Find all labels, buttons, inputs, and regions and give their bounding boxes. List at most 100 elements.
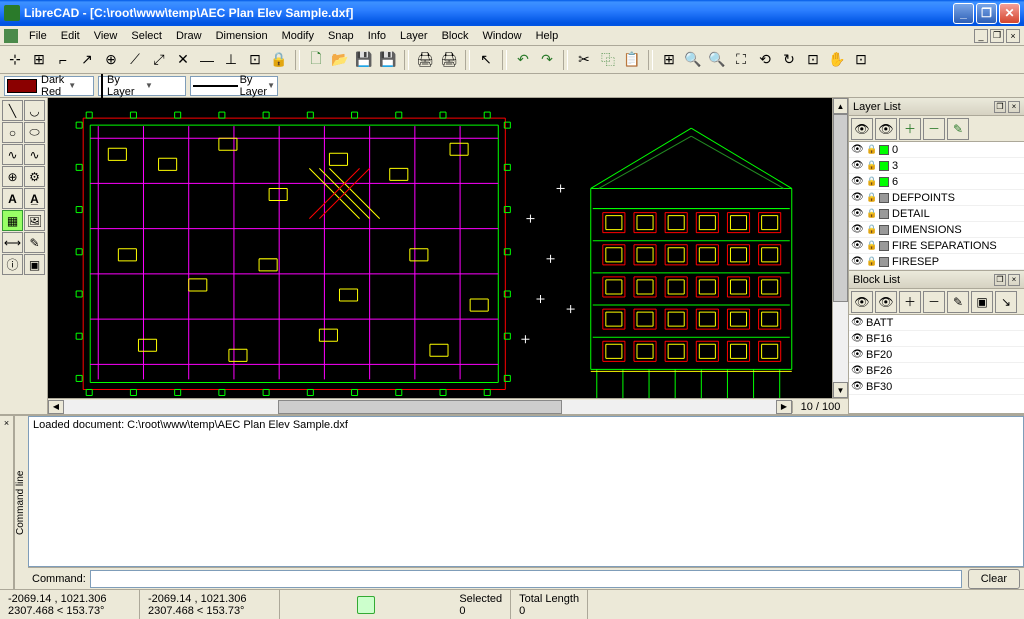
scroll-up-icon[interactable]: ▲ (833, 98, 848, 114)
lock-icon[interactable]: 🔒 (866, 256, 876, 267)
block-rename-icon[interactable]: ✎ (947, 291, 969, 313)
hatch-tool-icon[interactable]: ▦ (2, 210, 23, 231)
block-row[interactable]: 👁BF20 (849, 347, 1024, 363)
panel-close-icon[interactable]: × (1008, 274, 1020, 286)
layer-add-icon[interactable]: ＋ (899, 118, 921, 140)
block-row[interactable]: 👁BF30 (849, 379, 1024, 395)
circle-tool-icon[interactable]: ○ (2, 122, 23, 143)
snap-free-icon[interactable]: ⊹ (4, 49, 26, 71)
block-add-icon[interactable]: ＋ (899, 291, 921, 313)
close-button[interactable]: ✕ (999, 3, 1020, 24)
menu-dimension[interactable]: Dimension (209, 28, 275, 44)
layer-remove-icon[interactable]: － (923, 118, 945, 140)
mdi-close[interactable]: × (1006, 29, 1020, 43)
panel-close-icon[interactable]: × (1008, 101, 1020, 113)
show-all-icon[interactable]: 👁 (851, 118, 873, 140)
minimize-button[interactable]: _ (953, 3, 974, 24)
arc-tool-icon[interactable]: ◡ (24, 100, 45, 121)
cmd-close-icon[interactable]: × (0, 416, 14, 589)
dimension-tool-icon[interactable]: ⟷ (2, 232, 23, 253)
layer-row[interactable]: 👁🔒DETAIL (849, 206, 1024, 222)
hscroll-thumb[interactable] (278, 400, 563, 414)
vscroll-thumb[interactable] (833, 114, 848, 302)
zoom-out-icon[interactable]: 🔍 (706, 49, 728, 71)
lock-icon[interactable]: 🔒 (866, 144, 876, 155)
copy-icon[interactable]: ⿻ (597, 49, 619, 71)
eye-icon[interactable]: 👁 (851, 176, 863, 187)
saveas-icon[interactable]: 💾 (377, 49, 399, 71)
open-icon[interactable]: 📂 (329, 49, 351, 71)
menu-info[interactable]: Info (361, 28, 393, 44)
maximize-button[interactable]: ❐ (976, 3, 997, 24)
layer-row[interactable]: 👁🔒DIMENSIONS (849, 222, 1024, 238)
cursor-icon[interactable]: ↖ (475, 49, 497, 71)
tools-icon[interactable]: ⚙ (24, 166, 45, 187)
paste-icon[interactable]: 📋 (621, 49, 643, 71)
save-icon[interactable]: 💾 (353, 49, 375, 71)
drawing-canvas[interactable] (48, 98, 832, 398)
eye-icon[interactable]: 👁 (851, 349, 863, 360)
zoom-window-icon[interactable]: ⊡ (802, 49, 824, 71)
grid-toggle-icon[interactable]: ⊞ (658, 49, 680, 71)
menu-modify[interactable]: Modify (275, 28, 321, 44)
scroll-down-icon[interactable]: ▼ (833, 382, 848, 398)
scroll-right-icon[interactable]: ▶ (776, 400, 792, 414)
block-row[interactable]: 👁BATT (849, 315, 1024, 331)
zoom-auto-icon[interactable]: ⛶ (730, 49, 752, 71)
eye-icon[interactable]: 👁 (851, 160, 863, 171)
layer-edit-icon[interactable]: ✎ (947, 118, 969, 140)
block-row[interactable]: 👁BF26 (849, 363, 1024, 379)
print-icon[interactable]: 🖨 (414, 49, 436, 71)
snap-mid-icon[interactable]: ⟋ (124, 49, 146, 71)
eye-icon[interactable]: 👁 (851, 224, 863, 235)
mdi-restore[interactable]: ❐ (990, 29, 1004, 43)
eye-icon[interactable]: 👁 (851, 381, 863, 392)
linewidth-select[interactable]: By Layer ▼ (98, 76, 186, 96)
lock-icon[interactable]: 🔒 (866, 208, 876, 219)
menu-select[interactable]: Select (124, 28, 169, 44)
mdi-minimize[interactable]: _ (974, 29, 988, 43)
eye-icon[interactable]: 👁 (851, 240, 863, 251)
zoom-prev-icon[interactable]: ⟲ (754, 49, 776, 71)
undo-icon[interactable]: ↶ (512, 49, 534, 71)
lock-zero-icon[interactable]: 🔒 (268, 49, 290, 71)
snap-dist-icon[interactable]: ⤢ (148, 49, 170, 71)
block-hide-icon[interactable]: 👁 (875, 291, 897, 313)
menu-file[interactable]: File (22, 28, 54, 44)
text-tool-icon[interactable]: A (2, 188, 23, 209)
snap-grid-icon[interactable]: ⊞ (28, 49, 50, 71)
eye-icon[interactable]: 👁 (851, 365, 863, 376)
menu-snap[interactable]: Snap (321, 28, 361, 44)
menu-draw[interactable]: Draw (169, 28, 209, 44)
cut-icon[interactable]: ✂ (573, 49, 595, 71)
scroll-left-icon[interactable]: ◀ (48, 400, 64, 414)
block-edit-icon[interactable]: ▣ (971, 291, 993, 313)
menu-block[interactable]: Block (435, 28, 476, 44)
snap-on-icon[interactable]: ↗ (76, 49, 98, 71)
modify-tool-icon[interactable]: ✎ (24, 232, 45, 253)
snap-center-icon[interactable]: ⊕ (100, 49, 122, 71)
ellipse-tool-icon[interactable]: ⬭ (24, 122, 45, 143)
menu-view[interactable]: View (87, 28, 125, 44)
horizontal-scrollbar[interactable]: ◀ ▶ 10 / 100 (48, 398, 848, 414)
zoom-pan2-icon[interactable]: ⊡ (850, 49, 872, 71)
lock-icon[interactable]: 🔒 (866, 176, 876, 187)
layer-row[interactable]: 👁🔒0 (849, 142, 1024, 158)
zoom-pan-icon[interactable]: ✋ (826, 49, 848, 71)
restrict-v-icon[interactable]: ⊥ (220, 49, 242, 71)
snap-int-icon[interactable]: ✕ (172, 49, 194, 71)
zoom-redraw-icon[interactable]: ↻ (778, 49, 800, 71)
undock-icon[interactable]: ❐ (994, 274, 1006, 286)
print-preview-icon[interactable]: 🖨 (438, 49, 460, 71)
eye-icon[interactable]: 👁 (851, 256, 863, 267)
info-tool-icon[interactable]: ⓘ (2, 254, 23, 275)
linetype-select[interactable]: By Layer ▼ (190, 76, 278, 96)
eye-icon[interactable]: 👁 (851, 192, 863, 203)
eye-icon[interactable]: 👁 (851, 208, 863, 219)
layer-row[interactable]: 👁🔒3 (849, 158, 1024, 174)
layer-row[interactable]: 👁🔒FIRE SEPARATIONS (849, 238, 1024, 254)
zoom-in-icon[interactable]: 🔍 (682, 49, 704, 71)
menu-layer[interactable]: Layer (393, 28, 435, 44)
eye-icon[interactable]: 👁 (851, 333, 863, 344)
snap-end-icon[interactable]: ⌐ (52, 49, 74, 71)
